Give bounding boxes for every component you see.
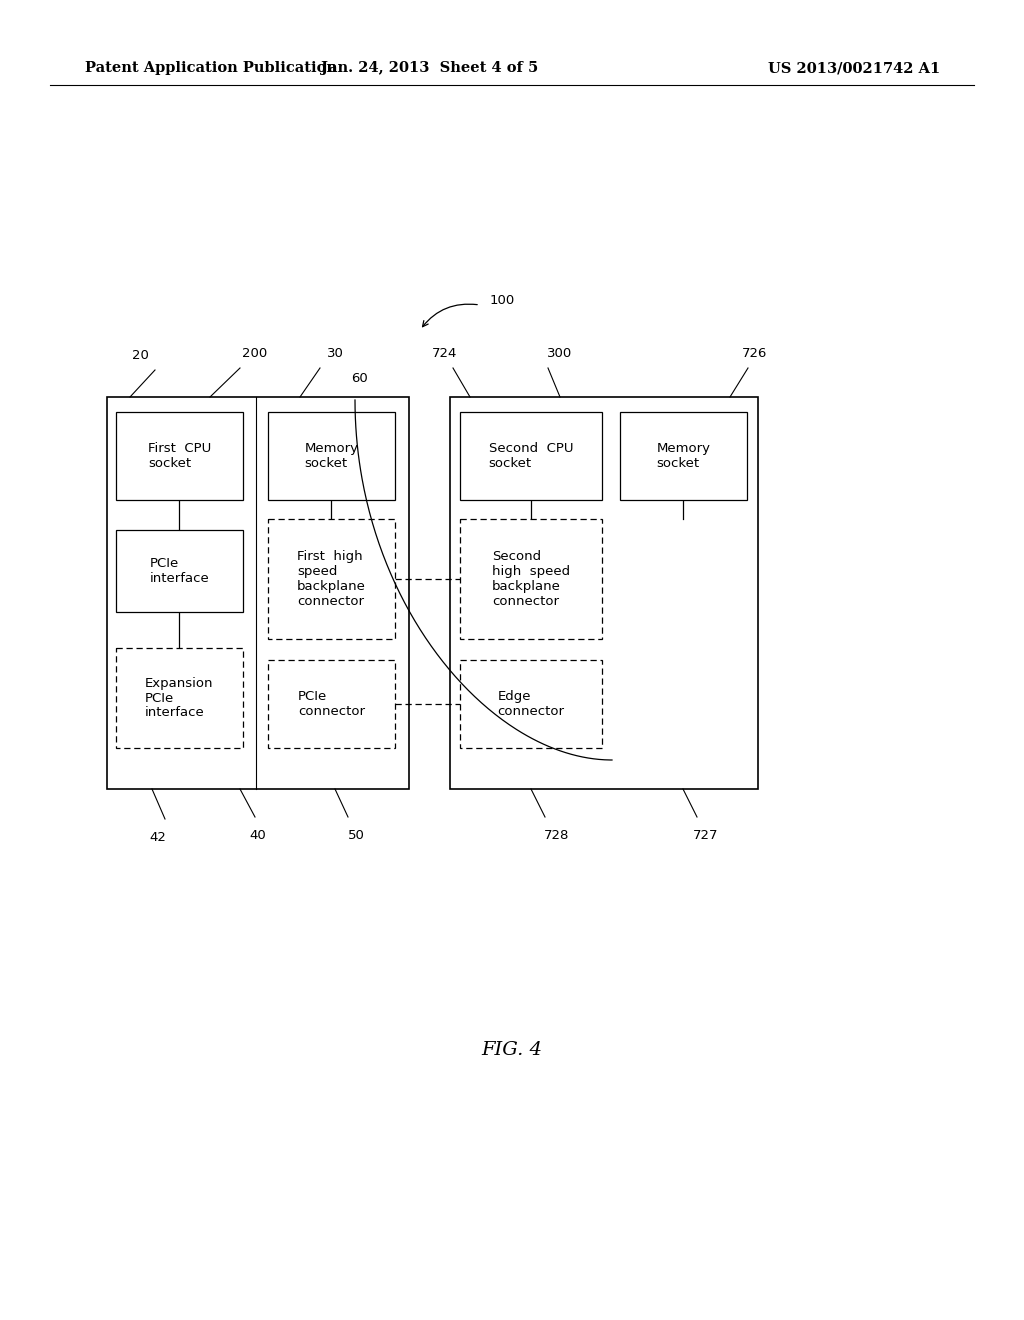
Bar — [460, 519, 602, 639]
Bar — [268, 519, 395, 639]
Text: 42: 42 — [150, 832, 167, 843]
Text: 40: 40 — [250, 829, 266, 842]
Bar — [460, 660, 602, 748]
Bar — [116, 531, 243, 612]
Text: 20: 20 — [131, 348, 148, 362]
Bar — [450, 397, 758, 789]
Text: First  high
speed
backplane
connector: First high speed backplane connector — [297, 550, 366, 609]
Text: Patent Application Publication: Patent Application Publication — [85, 61, 337, 75]
Text: FIG. 4: FIG. 4 — [481, 1041, 543, 1059]
Text: 727: 727 — [693, 829, 719, 842]
Text: Second
high  speed
backplane
connector: Second high speed backplane connector — [492, 550, 570, 609]
Bar — [116, 648, 243, 748]
Text: PCIe
interface: PCIe interface — [150, 557, 209, 585]
Text: 30: 30 — [327, 347, 343, 360]
Text: 60: 60 — [351, 372, 369, 385]
Text: 50: 50 — [347, 829, 365, 842]
Text: PCIe
connector: PCIe connector — [298, 690, 365, 718]
Bar — [268, 412, 395, 500]
Text: Second  CPU
socket: Second CPU socket — [488, 442, 573, 470]
Bar — [116, 412, 243, 500]
Bar — [106, 397, 409, 789]
Text: US 2013/0021742 A1: US 2013/0021742 A1 — [768, 61, 940, 75]
Text: Edge
connector: Edge connector — [498, 690, 564, 718]
Bar — [268, 660, 395, 748]
Text: 300: 300 — [548, 347, 572, 360]
Text: First  CPU
socket: First CPU socket — [147, 442, 211, 470]
Text: Jan. 24, 2013  Sheet 4 of 5: Jan. 24, 2013 Sheet 4 of 5 — [322, 61, 539, 75]
Text: 724: 724 — [432, 347, 458, 360]
Text: 726: 726 — [742, 347, 768, 360]
Text: 100: 100 — [490, 293, 515, 306]
Text: Memory
socket: Memory socket — [304, 442, 358, 470]
Text: 200: 200 — [243, 347, 267, 360]
Bar — [460, 412, 602, 500]
Bar — [620, 412, 746, 500]
Text: Expansion
PCIe
interface: Expansion PCIe interface — [145, 676, 214, 719]
Text: Memory
socket: Memory socket — [656, 442, 711, 470]
Text: 728: 728 — [545, 829, 569, 842]
